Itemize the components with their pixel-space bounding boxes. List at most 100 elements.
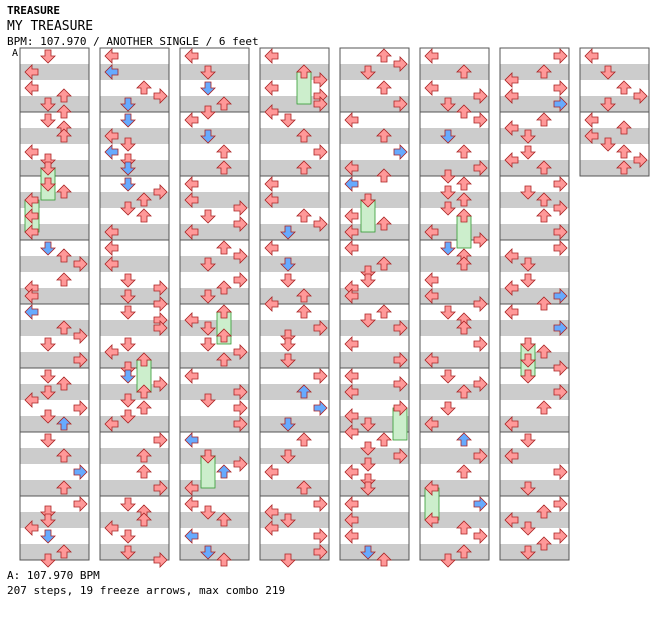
right-arrow [153,552,168,568]
down-arrow [40,553,56,568]
beat-row [340,48,409,64]
beat-row [100,416,169,432]
down-arrow [440,241,456,256]
down-arrow [280,553,296,568]
beat-row [20,64,89,80]
down-arrow [520,145,536,160]
chart-column-5 [339,47,410,561]
beat-row [180,176,249,192]
beat-row [500,400,569,416]
right-arrow [473,336,488,352]
down-arrow [40,433,56,448]
beat-row [340,336,409,352]
right-arrow [553,224,568,240]
down-arrow [360,417,376,432]
down-arrow [200,449,216,464]
up-arrow [456,256,472,271]
up-arrow [616,160,632,175]
beat-row [420,320,489,336]
left-arrow [344,288,359,304]
right-arrow [553,320,568,336]
down-arrow [40,49,56,64]
beat-row [500,464,569,480]
right-arrow [473,232,488,248]
right-arrow [473,112,488,128]
step-chart [19,47,650,568]
beat-row [20,80,89,96]
left-arrow [264,176,279,192]
beat-row [500,448,569,464]
up-arrow [376,168,392,183]
up-arrow [536,536,552,551]
down-arrow [440,201,456,216]
down-arrow [200,545,216,560]
right-arrow [233,272,248,288]
beat-row [500,176,569,192]
left-arrow [24,144,39,160]
right-arrow [393,448,408,464]
down-arrow [200,505,216,520]
right-arrow [73,352,88,368]
beat-row [420,336,489,352]
down-arrow [40,241,56,256]
left-arrow [24,192,39,208]
left-arrow [184,112,199,128]
up-arrow [456,64,472,79]
beat-row [420,80,489,96]
beat-row [580,80,649,96]
left-arrow [184,48,199,64]
down-arrow [40,177,56,192]
up-arrow [376,432,392,447]
beat-row [180,272,249,288]
down-arrow [40,409,56,424]
down-arrow [280,337,296,352]
chart-column-7 [499,47,570,561]
left-arrow [24,520,39,536]
right-arrow [153,296,168,312]
up-arrow [456,464,472,479]
down-arrow [280,273,296,288]
beat-row [260,192,329,208]
right-arrow [473,376,488,392]
beat-row [180,144,249,160]
down-arrow [360,481,376,496]
down-arrow [360,273,376,288]
down-arrow [120,545,136,560]
right-arrow [553,80,568,96]
down-arrow [520,353,536,368]
right-arrow [313,144,328,160]
up-arrow [616,120,632,135]
down-arrow [120,409,136,424]
beat-row [260,432,329,448]
beat-row [500,224,569,240]
beat-row [20,544,89,560]
down-arrow [280,113,296,128]
right-arrow [393,352,408,368]
left-arrow [264,504,279,520]
beat-row [180,368,249,384]
up-arrow [296,208,312,223]
right-arrow [313,400,328,416]
beat-row [20,272,89,288]
down-arrow [120,153,136,168]
beat-row [500,384,569,400]
down-arrow [120,137,136,152]
beat-row [420,416,489,432]
right-arrow [553,176,568,192]
right-arrow [73,464,88,480]
beat-row [420,432,489,448]
up-arrow [616,80,632,95]
down-arrow [120,177,136,192]
beat-row [500,192,569,208]
up-arrow [536,504,552,519]
right-arrow [473,528,488,544]
right-arrow [153,184,168,200]
down-arrow [120,97,136,112]
down-arrow [520,185,536,200]
beat-row [180,48,249,64]
beat-row [180,512,249,528]
beat-row [500,64,569,80]
up-arrow [456,384,472,399]
left-arrow [184,176,199,192]
down-arrow [360,265,376,280]
